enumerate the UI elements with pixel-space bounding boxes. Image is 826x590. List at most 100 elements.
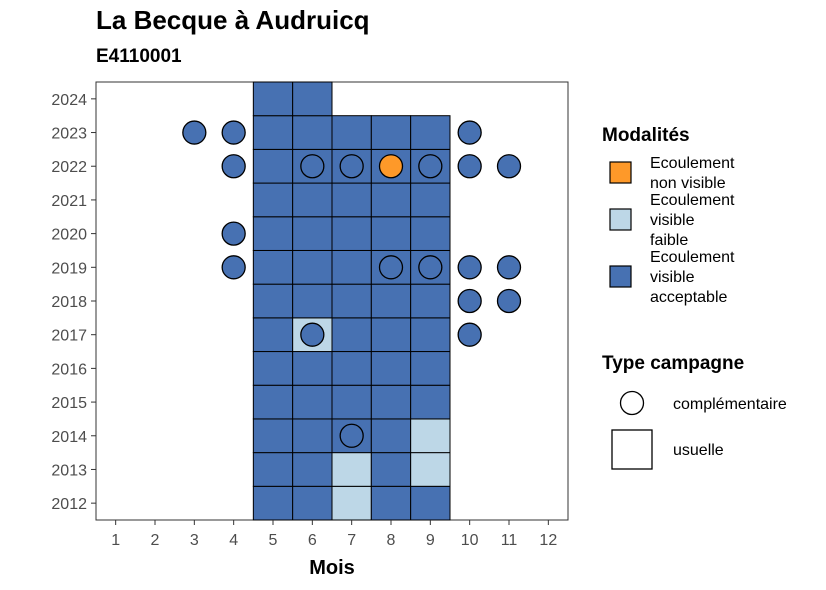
- y-tick-label-2024: 2024: [51, 92, 87, 109]
- x-tick-label-3: 3: [190, 532, 199, 549]
- tile-2012-5: [252, 485, 294, 521]
- legend-type-campagne: Type campagne complémentaire usuelle: [602, 353, 787, 470]
- tile-2024-6: [292, 81, 333, 117]
- tile-2015-6: [292, 384, 333, 420]
- legend-label-line: visible: [650, 269, 695, 286]
- legend-type-title: Type campagne: [602, 353, 744, 374]
- x-tick-label-1: 1: [111, 532, 120, 549]
- point-2019-4: [221, 255, 246, 280]
- legend-label-line: faible: [650, 232, 688, 249]
- x-tick-label-2: 2: [151, 532, 160, 549]
- legend-key-complementaire: [619, 390, 645, 416]
- y-tick-label-2022: 2022: [51, 159, 87, 176]
- legend-label-complementaire: complémentaire: [673, 396, 787, 413]
- legend-key-acceptable: [609, 265, 632, 288]
- tile-2016-8: [370, 351, 412, 386]
- point-2019-8: [378, 255, 404, 280]
- tile-2018-5: [252, 283, 294, 319]
- tile-2012-6: [292, 485, 333, 521]
- tile-2013-8: [370, 452, 412, 487]
- legend-label-line: acceptable: [650, 289, 727, 306]
- tile-2023-9: [410, 115, 451, 150]
- legend-key-non_visible: [609, 161, 632, 184]
- point-2023-3: [182, 120, 207, 145]
- legend-label-non_visible: Ecoulement non visible: [650, 155, 735, 192]
- tile-2018-7: [331, 283, 372, 319]
- tile-2013-9: [410, 452, 451, 487]
- tile-2012-7: [331, 485, 372, 521]
- tile-2020-6: [292, 216, 333, 251]
- legend-label-faible: Ecoulement visible faible: [650, 192, 735, 249]
- tile-2015-7: [331, 384, 372, 420]
- point-2022-7: [339, 154, 364, 179]
- x-tick-label-5: 5: [269, 532, 278, 549]
- point-2019-11: [496, 255, 522, 280]
- chart-subtitle: E4110001: [96, 46, 182, 67]
- point-2018-10: [457, 288, 482, 314]
- x-tick-label-11: 11: [501, 532, 518, 549]
- point-2023-10: [457, 120, 482, 145]
- y-tick-label-2019: 2019: [51, 260, 87, 277]
- point-2022-6: [300, 154, 325, 179]
- tile-2020-8: [370, 216, 412, 251]
- y-axis: 2012 2013 2014 2015 2016 2017 2018 2019 2020 2021…: [51, 92, 96, 513]
- tile-2017-9: [410, 317, 451, 353]
- tile-2023-5: [252, 115, 294, 150]
- point-2022-10: [457, 154, 482, 179]
- tile-2016-6: [292, 351, 333, 386]
- legend-key-faible: [609, 208, 632, 231]
- tile-2014-8: [370, 418, 412, 454]
- tile-2017-5: [252, 317, 294, 353]
- y-tick-label-2014: 2014: [51, 429, 87, 446]
- chart-title: La Becque à Audruicq: [96, 5, 370, 35]
- tile-2015-9: [410, 384, 451, 420]
- complementaire-points: [182, 120, 522, 448]
- tile-2018-9: [410, 283, 451, 319]
- tile-2019-6: [292, 249, 333, 285]
- usuelle-tiles: [252, 81, 451, 521]
- x-tick-label-7: 7: [347, 532, 356, 549]
- y-tick-label-2017: 2017: [51, 328, 87, 345]
- y-tick-label-2023: 2023: [51, 126, 87, 143]
- legend-label-line: visible: [650, 212, 695, 229]
- point-2017-6: [300, 322, 325, 347]
- x-axis: 1 2 3 4 5 6 7 8 9 10 11 12: [111, 520, 557, 549]
- tile-2017-8: [370, 317, 412, 353]
- tile-2023-6: [292, 115, 333, 150]
- point-2017-10: [457, 322, 482, 347]
- legend-label-usuelle: usuelle: [673, 442, 724, 459]
- point-2022-11: [496, 154, 522, 179]
- y-tick-label-2018: 2018: [51, 294, 87, 311]
- tile-2013-6: [292, 452, 333, 487]
- legend-label-line: Ecoulement: [650, 249, 735, 266]
- tile-2021-7: [331, 182, 372, 218]
- tile-2022-5: [252, 148, 294, 184]
- point-2018-11: [496, 288, 522, 314]
- point-2023-4: [221, 120, 246, 145]
- tile-2015-5: [252, 384, 294, 420]
- x-tick-label-12: 12: [539, 532, 557, 549]
- tile-2013-7: [331, 452, 372, 487]
- tile-2021-8: [370, 182, 412, 218]
- point-2022-9: [418, 154, 443, 179]
- legend-modalites-title: Modalités: [602, 125, 690, 146]
- tile-2014-6: [292, 418, 333, 454]
- tile-2019-5: [252, 249, 294, 285]
- tile-2012-8: [370, 485, 412, 521]
- x-tick-label-10: 10: [461, 532, 479, 549]
- y-tick-label-2012: 2012: [51, 496, 87, 513]
- point-2020-4: [221, 221, 246, 246]
- tile-2017-7: [331, 317, 372, 353]
- legend-label-line: Ecoulement: [650, 155, 735, 172]
- tile-2018-6: [292, 283, 333, 319]
- tile-2018-8: [370, 283, 412, 319]
- tile-2012-9: [410, 485, 451, 521]
- x-axis-label: Mois: [309, 557, 355, 579]
- tile-2021-6: [292, 182, 333, 218]
- tile-2023-8: [370, 115, 412, 150]
- x-tick-label-4: 4: [229, 532, 238, 549]
- tile-2020-7: [331, 216, 372, 251]
- tile-2016-5: [252, 351, 294, 386]
